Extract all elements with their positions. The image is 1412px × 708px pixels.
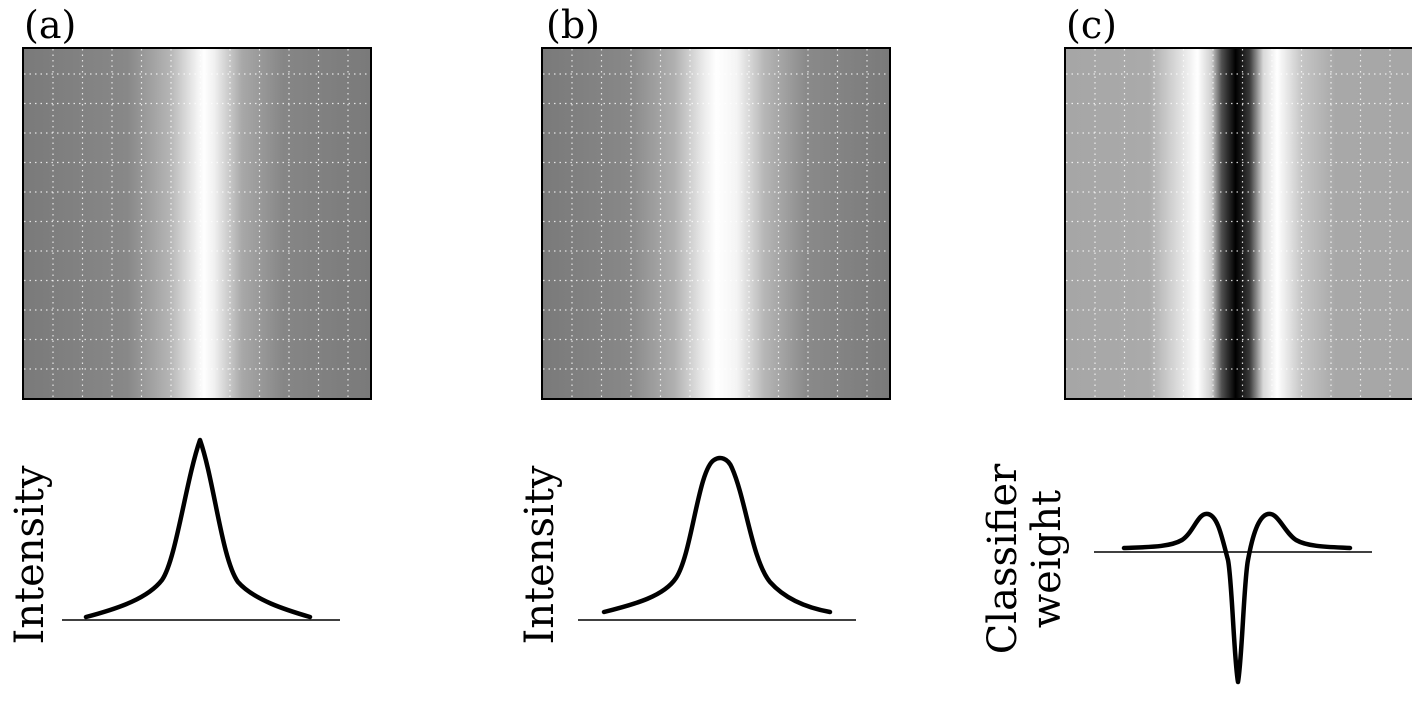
- panel-label-c: (c): [1066, 3, 1117, 47]
- band-fill-c: [1066, 49, 1412, 398]
- classifier-weight-image: [1064, 47, 1412, 400]
- band-fill-a: [24, 49, 370, 398]
- intensity-curve-b: [601, 455, 833, 615]
- band-fill-b: [543, 49, 889, 398]
- classifier-weight-image-svg: [1066, 49, 1412, 398]
- classifier-weight-curve: [1121, 511, 1353, 685]
- intensity-curve-a: [83, 437, 313, 620]
- intensity-image-a: [22, 47, 372, 400]
- intensity-image-b-svg: [543, 49, 889, 398]
- intensity-image-a-svg: [24, 49, 370, 398]
- panel-label-a: (a): [24, 3, 77, 47]
- intensity-image-b: [541, 47, 891, 400]
- panel-label-b: (b): [546, 3, 600, 47]
